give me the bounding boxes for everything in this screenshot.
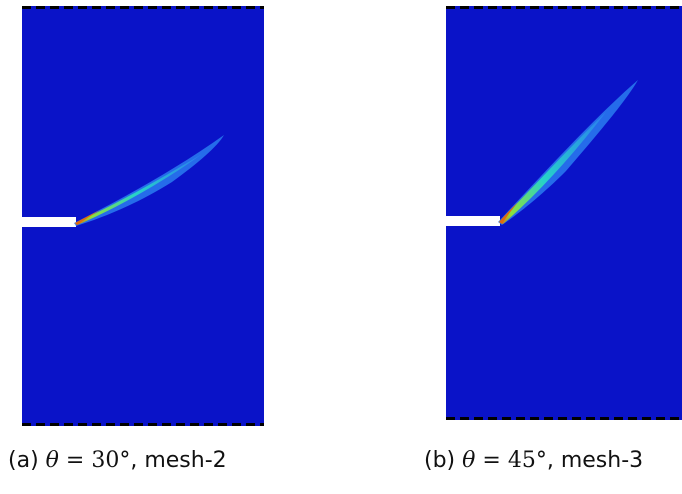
caption-a-angle: 30° bbox=[91, 448, 131, 473]
caption-a-separator: , bbox=[130, 448, 138, 473]
domain-a bbox=[22, 6, 264, 426]
figure-a-plot bbox=[22, 6, 264, 426]
caption-b-prefix: (b) bbox=[424, 448, 456, 473]
caption-b: (b) θ = 45°, mesh-3 bbox=[424, 448, 643, 473]
figure-b-plot bbox=[446, 6, 682, 420]
notch-b bbox=[446, 216, 500, 226]
caption-b-mesh: mesh-3 bbox=[560, 448, 644, 473]
caption-a-theta: θ bbox=[45, 448, 59, 473]
crack-band-b bbox=[499, 112, 606, 224]
caption-b-angle: 45° bbox=[507, 448, 547, 473]
crack-band-a bbox=[75, 154, 202, 225]
caption-a-prefix: (a) bbox=[8, 448, 39, 473]
notch-a bbox=[22, 217, 76, 227]
caption-b-equals: = bbox=[482, 448, 501, 473]
caption-a-equals: = bbox=[65, 448, 85, 473]
caption-a: (a) θ = 30°, mesh-2 bbox=[8, 448, 227, 473]
domain-b bbox=[446, 6, 682, 420]
crack-tip-a bbox=[75, 210, 100, 225]
crack-tip-b bbox=[499, 202, 518, 224]
caption-b-separator: , bbox=[546, 448, 554, 473]
figure-a-field bbox=[22, 6, 264, 426]
caption-b-theta: θ bbox=[462, 448, 476, 473]
figure-b-field bbox=[446, 6, 682, 420]
caption-a-mesh: mesh-2 bbox=[144, 448, 227, 473]
